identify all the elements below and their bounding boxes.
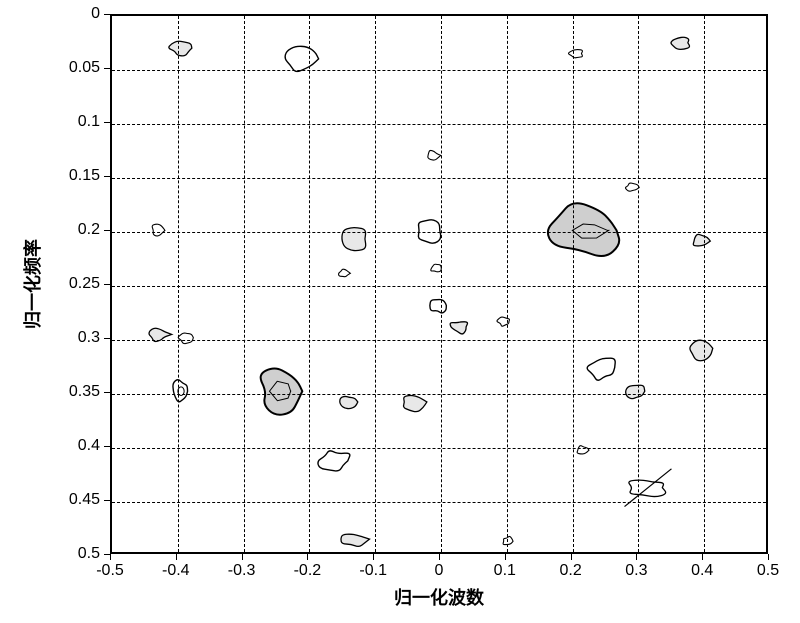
contour-streak bbox=[625, 469, 672, 507]
y-tick-mark bbox=[104, 284, 110, 285]
x-tick-label: -0.1 bbox=[359, 562, 387, 580]
contour-blob bbox=[693, 234, 710, 246]
x-tick-mark bbox=[571, 554, 572, 560]
chart-container: 归一化波数 归一化频率 -0.5 -0.4 -0.3 -0.2 -0.1 0 0.1 0.2 0… bbox=[0, 0, 800, 623]
contour-blob bbox=[587, 358, 615, 380]
grid-line-horizontal bbox=[112, 232, 766, 233]
grid-line-vertical bbox=[704, 16, 705, 552]
contour-blob bbox=[261, 369, 303, 415]
x-tick-label: -0.5 bbox=[96, 562, 124, 580]
grid-line-horizontal bbox=[112, 178, 766, 179]
grid-line-vertical bbox=[441, 16, 442, 552]
grid-line-horizontal bbox=[112, 394, 766, 395]
x-tick-mark bbox=[176, 554, 177, 560]
contour-blob bbox=[431, 264, 442, 272]
grid-line-horizontal bbox=[112, 502, 766, 503]
contour-blob bbox=[173, 380, 188, 402]
contour-blob bbox=[569, 50, 583, 58]
y-tick-mark bbox=[104, 338, 110, 339]
x-tick-mark bbox=[505, 554, 506, 560]
x-tick-label: 0.3 bbox=[625, 562, 647, 580]
grid-line-horizontal bbox=[112, 448, 766, 449]
grid-line-vertical bbox=[507, 16, 508, 552]
contour-blob bbox=[318, 451, 350, 471]
x-tick-label: 0.5 bbox=[757, 562, 779, 580]
x-tick-label: 0 bbox=[435, 562, 444, 580]
y-tick-label: 0.5 bbox=[60, 545, 100, 563]
contour-blob bbox=[428, 150, 441, 160]
grid-line-vertical bbox=[375, 16, 376, 552]
contour-blob bbox=[340, 396, 358, 408]
y-tick-label: 0.4 bbox=[60, 437, 100, 455]
y-tick-label: 0.15 bbox=[60, 167, 100, 185]
y-tick-mark bbox=[104, 176, 110, 177]
grid-line-vertical bbox=[638, 16, 639, 552]
x-axis-label: 归一化波数 bbox=[394, 584, 484, 610]
grid-line-horizontal bbox=[112, 340, 766, 341]
y-tick-label: 0.1 bbox=[60, 113, 100, 131]
contour-blob bbox=[404, 396, 427, 412]
y-tick-mark bbox=[104, 554, 110, 555]
x-tick-label: 0.2 bbox=[559, 562, 581, 580]
contour-blob bbox=[625, 183, 639, 191]
y-tick-mark bbox=[104, 392, 110, 393]
y-axis-label: 归一化频率 bbox=[19, 239, 45, 329]
grid-line-horizontal bbox=[112, 70, 766, 71]
x-tick-label: -0.3 bbox=[228, 562, 256, 580]
y-tick-label: 0 bbox=[60, 5, 100, 23]
contour-blob bbox=[577, 446, 589, 454]
grid-line-vertical bbox=[244, 16, 245, 552]
x-tick-mark bbox=[307, 554, 308, 560]
x-tick-mark bbox=[373, 554, 374, 560]
x-tick-label: 0.1 bbox=[494, 562, 516, 580]
contour-layer bbox=[112, 16, 766, 552]
contour-blob bbox=[671, 37, 689, 49]
y-tick-label: 0.2 bbox=[60, 221, 100, 239]
contour-blob bbox=[339, 269, 351, 276]
contour-blob bbox=[626, 385, 645, 398]
contour-inner bbox=[269, 381, 290, 400]
y-tick-mark bbox=[104, 230, 110, 231]
contour-blob bbox=[503, 536, 513, 544]
contour-blob bbox=[169, 41, 192, 56]
y-tick-mark bbox=[104, 14, 110, 15]
contour-blob bbox=[629, 480, 666, 496]
x-tick-mark bbox=[702, 554, 703, 560]
y-tick-label: 0.05 bbox=[60, 59, 100, 77]
x-tick-mark bbox=[242, 554, 243, 560]
y-tick-mark bbox=[104, 446, 110, 447]
contour-blob bbox=[430, 300, 446, 313]
grid-line-vertical bbox=[178, 16, 179, 552]
contour-blob bbox=[152, 224, 165, 236]
y-tick-label: 0.35 bbox=[60, 383, 100, 401]
y-tick-mark bbox=[104, 500, 110, 501]
x-tick-mark bbox=[110, 554, 111, 560]
x-tick-label: -0.4 bbox=[162, 562, 190, 580]
contour-blob bbox=[450, 322, 467, 334]
x-tick-label: 0.4 bbox=[691, 562, 713, 580]
plot-area bbox=[110, 14, 768, 554]
contour-blob bbox=[285, 46, 318, 71]
grid-line-horizontal bbox=[112, 286, 766, 287]
grid-line-horizontal bbox=[112, 124, 766, 125]
contour-blob bbox=[341, 534, 370, 546]
contour-blob bbox=[690, 340, 713, 361]
y-tick-mark bbox=[104, 68, 110, 69]
y-tick-label: 0.3 bbox=[60, 329, 100, 347]
y-tick-label: 0.45 bbox=[60, 491, 100, 509]
grid-line-vertical bbox=[309, 16, 310, 552]
x-tick-mark bbox=[636, 554, 637, 560]
grid-line-vertical bbox=[573, 16, 574, 552]
x-tick-mark bbox=[439, 554, 440, 560]
x-tick-label: -0.2 bbox=[294, 562, 322, 580]
contour-blob bbox=[178, 333, 193, 344]
contour-blob bbox=[548, 203, 619, 256]
x-tick-mark bbox=[768, 554, 769, 560]
y-tick-label: 0.25 bbox=[60, 275, 100, 293]
y-tick-mark bbox=[104, 122, 110, 123]
